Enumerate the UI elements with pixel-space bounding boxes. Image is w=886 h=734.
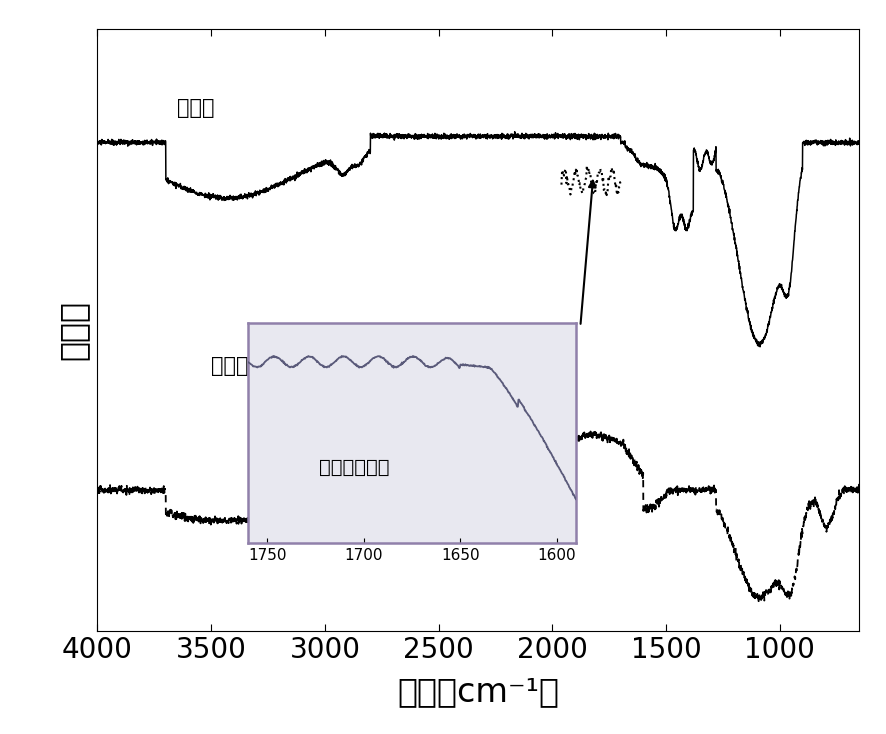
- Y-axis label: 透光率: 透光率: [56, 300, 89, 360]
- Text: 螺吡喃信号峰: 螺吡喃信号峰: [320, 458, 390, 476]
- Text: 修饰前: 修饰前: [211, 357, 249, 377]
- Text: 修饰后: 修饰后: [177, 98, 214, 117]
- X-axis label: 波长（cm⁻¹）: 波长（cm⁻¹）: [398, 675, 559, 708]
